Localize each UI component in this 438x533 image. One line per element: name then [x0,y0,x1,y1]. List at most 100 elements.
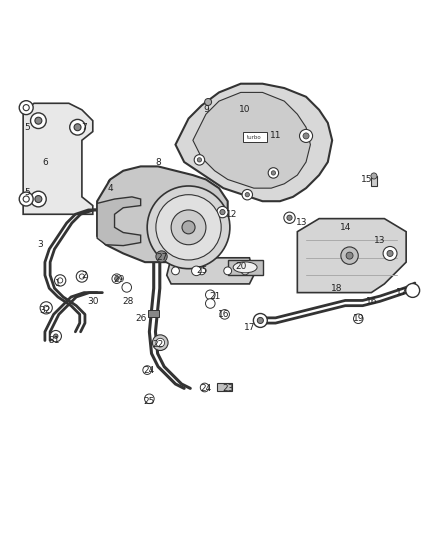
Circle shape [406,284,420,297]
Text: 25: 25 [196,266,207,276]
Text: 13: 13 [296,219,307,228]
Circle shape [346,252,353,259]
Bar [242,102,249,112]
Text: 12: 12 [226,210,238,219]
Text: 20: 20 [235,262,247,271]
Circle shape [257,318,263,324]
Text: 14: 14 [339,223,351,232]
Circle shape [23,104,29,111]
Circle shape [353,314,363,324]
Circle shape [122,282,131,292]
Text: 17: 17 [396,288,407,297]
Circle shape [143,366,152,375]
Circle shape [115,277,119,281]
Circle shape [156,338,165,347]
Text: 5: 5 [25,188,30,197]
Circle shape [217,206,228,218]
Circle shape [200,383,209,392]
Circle shape [112,274,121,284]
Circle shape [242,99,249,106]
Text: 24: 24 [144,367,155,375]
Text: 8: 8 [155,158,161,166]
Circle shape [145,394,154,403]
Circle shape [387,251,393,256]
Polygon shape [176,84,332,201]
Text: 18: 18 [331,284,342,293]
Circle shape [197,158,201,162]
Circle shape [194,155,205,165]
Text: 13: 13 [374,236,386,245]
Text: 9: 9 [203,106,209,114]
Circle shape [54,275,66,286]
Circle shape [300,130,313,142]
Text: 2: 2 [81,271,87,280]
Text: 6: 6 [42,158,48,166]
Circle shape [205,298,215,308]
Text: 23: 23 [222,384,233,393]
Text: 4: 4 [107,184,113,192]
Text: 10: 10 [239,106,251,114]
Circle shape [268,168,279,178]
Circle shape [284,212,295,223]
Text: 27: 27 [157,253,168,262]
Polygon shape [97,166,228,262]
Ellipse shape [233,262,257,273]
Circle shape [156,195,221,260]
Circle shape [242,189,253,200]
Text: 28: 28 [122,297,133,306]
Circle shape [287,215,292,220]
Circle shape [74,124,81,131]
Text: 21: 21 [209,293,220,302]
Circle shape [271,171,276,175]
Circle shape [70,119,85,135]
Text: 25: 25 [144,397,155,406]
Text: 5: 5 [25,123,30,132]
Circle shape [35,196,42,203]
Text: 24: 24 [200,384,212,393]
Circle shape [108,179,115,186]
Circle shape [191,266,201,276]
Text: 1: 1 [55,279,61,288]
Text: 30: 30 [87,297,99,306]
Circle shape [44,305,49,310]
Circle shape [76,271,88,282]
Text: 15: 15 [361,175,373,184]
Text: 32: 32 [39,305,51,314]
Circle shape [245,192,250,197]
Text: turbo: turbo [247,135,262,140]
Circle shape [23,196,29,202]
Text: 22: 22 [152,341,164,349]
Text: 26: 26 [135,314,146,323]
Circle shape [53,334,58,338]
Circle shape [31,113,46,128]
Circle shape [341,247,358,264]
Circle shape [31,191,46,207]
Circle shape [205,290,215,300]
Circle shape [241,267,249,275]
Text: 29: 29 [113,275,124,284]
Text: 16: 16 [366,297,377,306]
Bar [217,383,232,391]
Polygon shape [97,197,141,246]
Text: 7: 7 [81,123,87,132]
Circle shape [147,186,230,269]
Text: 19: 19 [353,314,364,323]
Text: 3: 3 [38,240,43,249]
Circle shape [79,274,85,279]
Circle shape [303,133,309,139]
Circle shape [19,101,33,115]
Circle shape [224,267,232,275]
Polygon shape [193,92,311,188]
Polygon shape [228,260,262,275]
Circle shape [57,278,63,283]
Circle shape [198,267,205,275]
Bar [371,176,377,186]
Circle shape [19,192,33,206]
Circle shape [371,173,377,179]
Text: 11: 11 [270,132,281,140]
Text: 17: 17 [244,323,255,332]
Circle shape [383,246,397,261]
Circle shape [220,310,230,319]
Circle shape [50,330,61,342]
Circle shape [35,117,42,124]
